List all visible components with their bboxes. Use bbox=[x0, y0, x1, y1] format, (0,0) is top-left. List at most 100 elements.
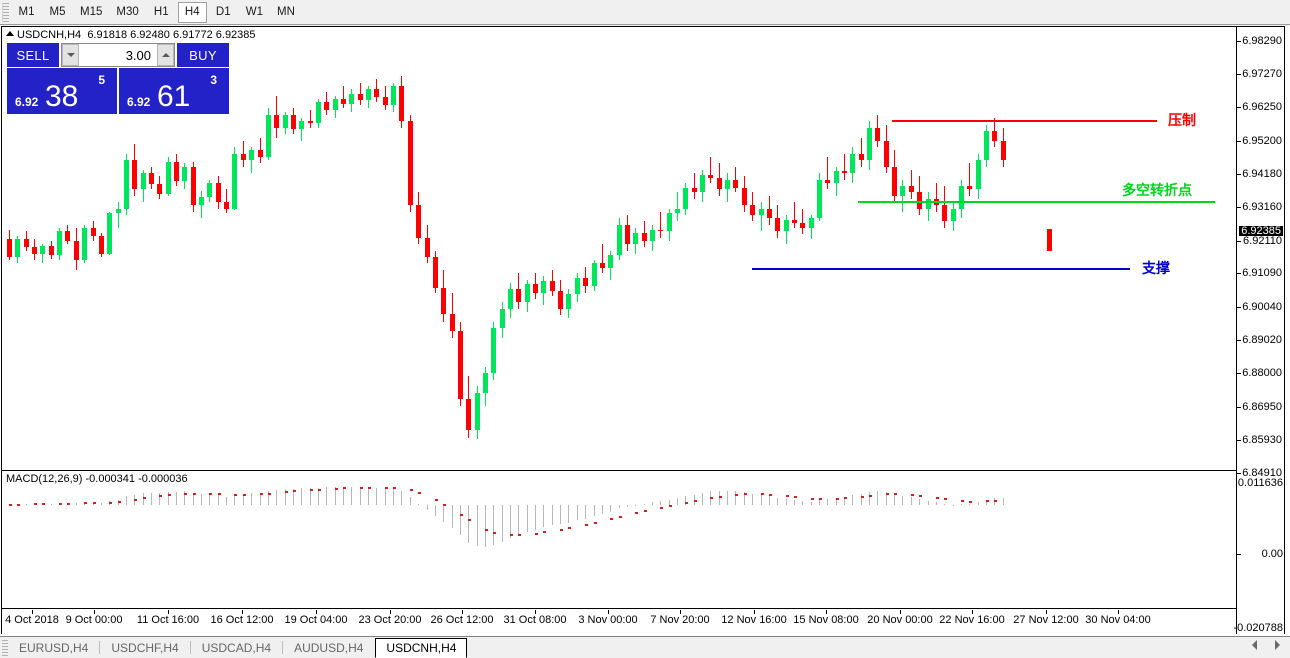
macd-signal-point bbox=[518, 534, 522, 537]
price-axis-label: 6.92110 bbox=[1243, 234, 1282, 247]
macd-pane[interactable]: MACD(12,26,9) -0.000341 -0.000036 bbox=[2, 472, 1236, 609]
chart-tab-usdcad[interactable]: USDCAD,H4 bbox=[201, 640, 272, 655]
macd-signal-point bbox=[84, 502, 88, 505]
macd-histogram-bar bbox=[643, 503, 645, 505]
timeframe-button-m30[interactable]: M30 bbox=[116, 6, 139, 18]
timeframe-button-h1[interactable]: H1 bbox=[153, 6, 169, 18]
pivot-line[interactable] bbox=[858, 201, 1215, 204]
tab-separator bbox=[282, 641, 284, 654]
macd-signal-point bbox=[560, 528, 564, 531]
candle-body bbox=[32, 247, 38, 255]
lot-size-stepper[interactable]: 3.00 bbox=[61, 43, 175, 67]
macd-histogram-bar bbox=[501, 505, 503, 543]
price-axis[interactable]: 6.98290 6.97270 6.96250 6.95200 6.94180 6.931… bbox=[1233, 27, 1284, 634]
macd-histogram-bar bbox=[468, 505, 470, 543]
macd-signal-point bbox=[267, 492, 271, 495]
buy-button[interactable]: BUY bbox=[177, 43, 229, 67]
price-axis-label: 6.95200 bbox=[1242, 134, 1282, 147]
macd-signal-point bbox=[735, 493, 739, 496]
lot-increase-button[interactable] bbox=[157, 44, 174, 66]
macd-histogram-bar bbox=[894, 494, 896, 505]
candle-body bbox=[591, 263, 597, 287]
macd-histogram-bar bbox=[810, 501, 812, 505]
time-axis-tick bbox=[754, 610, 755, 614]
time-axis[interactable]: 4 Oct 2018 9 Oct 00:00 11 Oct 16:00 16 Oct … bbox=[2, 610, 1236, 634]
candle-body bbox=[574, 277, 580, 295]
candle-body bbox=[683, 187, 689, 209]
timeframe-button-mn[interactable]: MN bbox=[277, 6, 295, 18]
macd-signal-point bbox=[894, 493, 898, 496]
candle-body bbox=[148, 173, 154, 185]
macd-signal-point bbox=[869, 495, 873, 498]
macd-histogram-bar bbox=[735, 491, 737, 505]
chart-tab-audusd[interactable]: AUDUSD,H4 bbox=[294, 640, 364, 655]
time-axis-label: 23 Oct 20:00 bbox=[358, 614, 422, 626]
macd-histogram-bar bbox=[718, 491, 720, 505]
pivot-label: 多空转折点 bbox=[1122, 183, 1192, 200]
scroll-right-icon[interactable] bbox=[1275, 640, 1280, 650]
time-axis-label: 7 Nov 20:00 bbox=[650, 614, 710, 626]
timeframe-button-h4[interactable]: H4 bbox=[177, 1, 207, 23]
bid-price-box[interactable]: 6.92 38 5 bbox=[7, 68, 117, 114]
tabs-grip[interactable] bbox=[2, 639, 8, 656]
candle-body bbox=[98, 236, 104, 254]
candle-body bbox=[299, 121, 305, 130]
ask-price-box[interactable]: 6.92 61 3 bbox=[119, 68, 229, 114]
macd-histogram-bar bbox=[317, 487, 319, 505]
lot-decrease-button[interactable] bbox=[62, 44, 79, 66]
candle-body bbox=[583, 277, 589, 287]
macd-name: MACD(12,26,9) bbox=[6, 473, 83, 485]
candle-body bbox=[307, 121, 313, 123]
chart-tab-usdcnh[interactable]: USDCNH,H4 bbox=[375, 637, 468, 658]
candle-body bbox=[908, 185, 914, 193]
candle-wick bbox=[693, 173, 695, 199]
macd-histogram-bar bbox=[217, 495, 219, 505]
one-click-trading-panel[interactable]: SELL 3.00 BUY 6.92 38 5 bbox=[7, 43, 229, 114]
ask-price-main: 61 bbox=[157, 80, 191, 113]
macd-histogram-bar bbox=[693, 494, 695, 505]
macd-signal-point bbox=[610, 518, 614, 521]
macd-signal-point bbox=[919, 495, 923, 498]
macd-histogram-bar bbox=[384, 488, 386, 505]
sell-button[interactable]: SELL bbox=[7, 43, 59, 67]
macd-histogram-bar bbox=[910, 497, 912, 505]
macd-histogram-bar bbox=[635, 504, 637, 506]
timeframe-button-m15[interactable]: M15 bbox=[80, 6, 103, 18]
time-axis-tick bbox=[32, 610, 33, 614]
macd-signal-point bbox=[384, 487, 388, 490]
macd-signal-point bbox=[134, 498, 138, 501]
macd-histogram-bar bbox=[1002, 497, 1004, 505]
candle-body bbox=[165, 161, 171, 195]
macd-histogram-bar bbox=[551, 505, 553, 525]
chart-tab-usdchf[interactable]: USDCHF,H4 bbox=[111, 640, 179, 655]
macd-histogram-bar bbox=[242, 494, 244, 505]
timeframe-button-m5[interactable]: M5 bbox=[49, 6, 66, 18]
macd-histogram-bar bbox=[150, 492, 152, 505]
timeframe-button-w1[interactable]: W1 bbox=[245, 6, 263, 18]
time-axis-label: 16 Oct 12:00 bbox=[210, 614, 274, 626]
timeframe-button-d1[interactable]: D1 bbox=[215, 6, 231, 18]
candle-body bbox=[90, 227, 96, 236]
macd-histogram-bar bbox=[434, 505, 436, 517]
candle-wick bbox=[935, 182, 937, 212]
candle-body bbox=[842, 171, 847, 174]
chart-tab-eurusd[interactable]: EURUSD,H4 bbox=[19, 640, 89, 655]
candle-body bbox=[140, 173, 146, 190]
toolbar-grip[interactable] bbox=[2, 2, 9, 22]
scroll-left-icon[interactable] bbox=[1252, 640, 1257, 650]
timeframe-button-m1[interactable]: M1 bbox=[18, 6, 35, 18]
chevron-down-icon bbox=[66, 53, 75, 57]
macd-histogram-bar bbox=[309, 488, 311, 505]
candle-body bbox=[482, 373, 488, 393]
lot-size-input[interactable]: 3.00 bbox=[79, 44, 157, 66]
macd-histogram-bar bbox=[476, 505, 478, 546]
price-pane[interactable]: USDCNH,H4 6.91818 6.92480 6.91772 6.9238… bbox=[2, 27, 1236, 471]
macd-signal-point bbox=[568, 527, 572, 530]
time-axis-tick bbox=[462, 610, 463, 614]
resistance-line[interactable] bbox=[892, 119, 1157, 122]
bid-price-prefix: 6.92 bbox=[15, 95, 39, 109]
support-line[interactable] bbox=[752, 267, 1130, 270]
chart-frame: USDCNH,H4 6.91818 6.92480 6.91772 6.9238… bbox=[1, 26, 1285, 634]
candle-body bbox=[432, 257, 438, 288]
